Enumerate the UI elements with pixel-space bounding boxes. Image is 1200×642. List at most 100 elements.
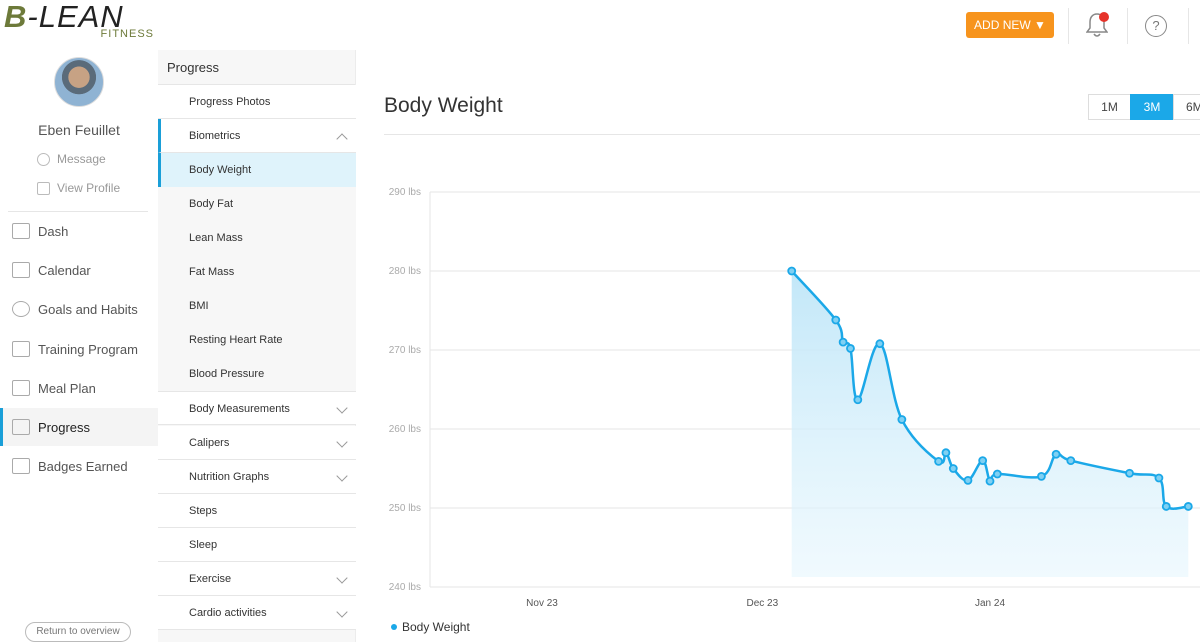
- data-point[interactable]: [978, 456, 988, 466]
- profile-icon: [37, 181, 50, 195]
- submenu-item-label: Exercise: [189, 573, 232, 585]
- sidebar-item-meal-plan[interactable]: Meal Plan: [0, 369, 158, 407]
- submenu-item-body-measurements[interactable]: Body Measurements: [158, 391, 356, 425]
- submenu-item-body-fat[interactable]: Body Fat: [158, 187, 356, 221]
- y-tick-label: 240 lbs: [389, 582, 421, 593]
- data-point[interactable]: [1154, 473, 1164, 483]
- data-point[interactable]: [1125, 468, 1134, 478]
- submenu-item-label: Body Measurements: [189, 403, 290, 415]
- y-tick-label: 290 lbs: [389, 187, 421, 198]
- sidebar-item-label: Goals and Habits: [38, 301, 138, 317]
- help-icon[interactable]: ?: [1145, 15, 1167, 37]
- brand-logo[interactable]: B-LEAN FITNESS: [4, 0, 156, 42]
- book-icon: [12, 341, 30, 357]
- submenu-item-label: Biometrics: [189, 130, 241, 142]
- calendar-icon: [12, 262, 30, 278]
- range-3m-button[interactable]: 3M: [1130, 94, 1174, 120]
- sidebar-item-dash[interactable]: Dash: [0, 212, 158, 250]
- sidebar-item-label: Calendar: [38, 262, 91, 278]
- data-point[interactable]: [787, 266, 797, 276]
- range-6m-button[interactable]: 6M: [1173, 94, 1200, 120]
- message-link[interactable]: Message: [37, 152, 106, 166]
- notification-badge: [1099, 12, 1109, 22]
- submenu-item-cardio-activities[interactable]: Cardio activities: [158, 596, 356, 630]
- data-point[interactable]: [992, 469, 1002, 479]
- submenu-item-exercise[interactable]: Exercise: [158, 562, 356, 596]
- x-tick-label: Dec 23: [746, 598, 778, 609]
- data-point[interactable]: [1183, 502, 1193, 511]
- target-icon: [12, 301, 30, 317]
- x-tick-label: Jan 24: [975, 598, 1005, 609]
- data-point[interactable]: [1066, 456, 1076, 466]
- y-tick-label: 270 lbs: [389, 345, 421, 356]
- avatar[interactable]: [54, 57, 104, 107]
- sidebar-item-progress[interactable]: Progress: [0, 408, 158, 446]
- data-point[interactable]: [963, 475, 973, 485]
- submenu-item-blood-pressure[interactable]: Blood Pressure: [158, 357, 356, 391]
- submenu-item-label: BMI: [189, 300, 209, 312]
- data-point[interactable]: [948, 464, 958, 473]
- sidebar-item-badges[interactable]: Badges Earned: [0, 447, 158, 485]
- sidebar-item-label: Dash: [38, 223, 69, 239]
- data-point[interactable]: [941, 448, 951, 458]
- view-profile-link[interactable]: View Profile: [37, 181, 120, 195]
- add-new-button[interactable]: ADD NEW ▼: [966, 12, 1054, 38]
- progress-submenu: Progress Progress Photos Biometrics Body…: [158, 50, 356, 642]
- topbar-divider: [1068, 8, 1069, 44]
- left-sidebar: B-LEAN FITNESS Eben Feuillet Message Vie…: [0, 0, 158, 642]
- return-overview-button[interactable]: Return to overview: [25, 622, 131, 642]
- submenu-item-label: Blood Pressure: [189, 368, 265, 380]
- rocket-icon: [12, 223, 30, 239]
- data-point[interactable]: [1037, 471, 1046, 481]
- submenu-item-progress-photos[interactable]: Progress Photos: [158, 85, 356, 119]
- data-point[interactable]: [934, 456, 943, 466]
- sidebar-item-goals[interactable]: Goals and Habits: [0, 290, 158, 328]
- submenu-item-lean-mass[interactable]: Lean Mass: [158, 221, 356, 255]
- chevron-up-icon[interactable]: [336, 133, 348, 145]
- x-tick-label: Nov 23: [526, 598, 558, 609]
- data-point[interactable]: [846, 344, 855, 353]
- chevron-down-icon[interactable]: [336, 436, 348, 448]
- submenu-item-label: Cardio activities: [189, 607, 267, 619]
- data-point[interactable]: [1161, 502, 1171, 511]
- data-point[interactable]: [1051, 449, 1061, 459]
- chart-line-icon: [12, 419, 30, 435]
- top-bar: ADD NEW ▼ ?: [158, 0, 1200, 50]
- sidebar-item-label: Progress: [38, 419, 91, 435]
- submenu-item-nutrition-graphs[interactable]: Nutrition Graphs: [158, 460, 356, 494]
- chevron-down-icon[interactable]: [336, 470, 348, 482]
- topbar-divider: [1127, 8, 1128, 44]
- data-point[interactable]: [985, 476, 995, 486]
- submenu-item-label: Resting Heart Rate: [189, 334, 283, 346]
- page-title: Body Weight: [384, 94, 503, 117]
- submenu-item-sleep[interactable]: Sleep: [158, 528, 356, 562]
- chevron-down-icon[interactable]: [336, 572, 348, 584]
- series-area-fill: [791, 271, 1189, 577]
- data-point[interactable]: [853, 395, 863, 405]
- logo-letter: B: [4, 0, 28, 34]
- submenu-item-fat-mass[interactable]: Fat Mass: [158, 255, 356, 289]
- sidebar-item-label: Meal Plan: [38, 380, 96, 396]
- data-point[interactable]: [875, 339, 885, 349]
- chevron-down-icon[interactable]: [336, 402, 348, 414]
- logo-subtitle: FITNESS: [100, 28, 154, 40]
- submenu-item-resting-heart-rate[interactable]: Resting Heart Rate: [158, 323, 356, 357]
- y-tick-label: 250 lbs: [389, 503, 421, 514]
- submenu-item-body-weight[interactable]: Body Weight: [158, 153, 356, 187]
- submenu-title: Progress: [158, 50, 355, 85]
- chevron-down-icon[interactable]: [336, 606, 348, 618]
- submenu-item-steps[interactable]: Steps: [158, 494, 356, 528]
- submenu-item-bmi[interactable]: BMI: [158, 289, 356, 323]
- chart-legend[interactable]: Body Weight: [391, 620, 470, 634]
- data-point[interactable]: [897, 415, 907, 424]
- data-point[interactable]: [831, 315, 841, 325]
- sidebar-item-training[interactable]: Training Program: [0, 330, 158, 368]
- submenu-item-label: Body Fat: [189, 198, 234, 210]
- submenu-item-label: Lean Mass: [189, 232, 243, 244]
- range-1m-button[interactable]: 1M: [1088, 94, 1131, 120]
- submenu-item-biometrics[interactable]: Biometrics: [158, 119, 356, 153]
- data-point[interactable]: [838, 337, 848, 347]
- submenu-item-label: Calipers: [189, 437, 230, 449]
- submenu-item-calipers[interactable]: Calipers: [158, 426, 356, 460]
- sidebar-item-calendar[interactable]: Calendar: [0, 251, 158, 289]
